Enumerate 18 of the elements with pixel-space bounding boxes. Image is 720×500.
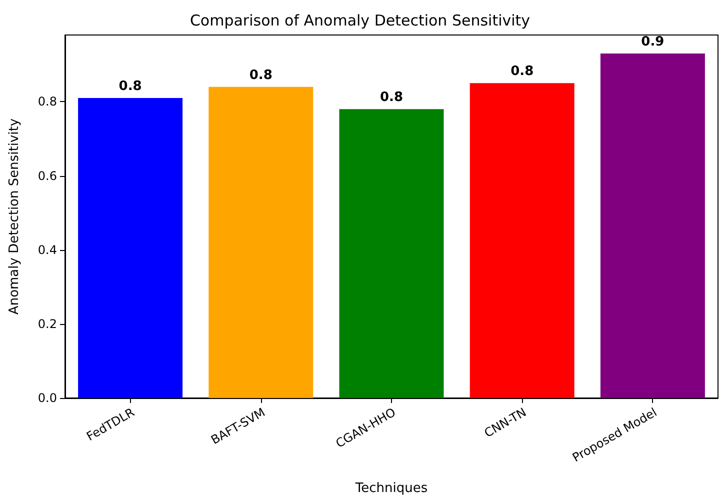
data-label: 0.8 bbox=[510, 64, 534, 80]
chart-title: Comparison of Anomaly Detection Sensitivity bbox=[190, 12, 530, 30]
y-tick-label: 0.0 bbox=[38, 391, 57, 405]
x-axis-title: Techniques bbox=[354, 481, 428, 496]
y-axis-title: Anomaly Detection Sensitivity bbox=[7, 118, 22, 315]
bar bbox=[470, 83, 574, 398]
bar bbox=[600, 54, 705, 398]
data-label: 0.8 bbox=[118, 78, 142, 94]
bar bbox=[208, 86, 314, 398]
bar bbox=[339, 109, 444, 398]
y-tick-label: 0.2 bbox=[38, 316, 57, 331]
data-label: 0.8 bbox=[249, 68, 272, 83]
data-label: 0.9 bbox=[641, 34, 664, 50]
bar bbox=[78, 98, 183, 398]
y-tick-label: 0.6 bbox=[38, 168, 57, 183]
y-tick-label: 0.4 bbox=[38, 242, 57, 257]
y-tick-label: 0.8 bbox=[38, 94, 57, 109]
data-label: 0.8 bbox=[380, 90, 404, 106]
